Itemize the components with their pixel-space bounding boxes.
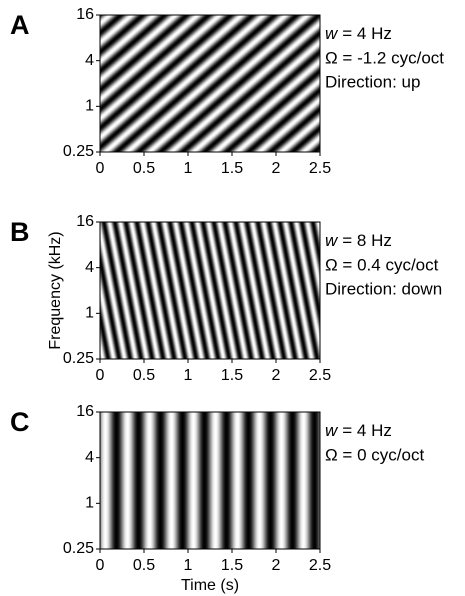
x-tick-label: 0.5 [133,557,155,574]
x-tick-label: 0 [96,557,105,574]
x-tick-label: 1.5 [221,160,243,177]
rate-annotation: w = 8 Hz [325,231,392,250]
rate-text: = 4 Hz [342,421,392,440]
y-tick-label: 0.25 [63,540,94,557]
density-annotation: Ω = 0 cyc/oct [325,445,424,464]
y-axis-label: Frequency (kHz) [47,231,64,349]
y-tick-label: 1 [85,305,94,322]
x-tick-label: 1.5 [221,367,243,384]
y-tick-label: 0.25 [63,143,94,160]
x-tick-label: 0 [96,160,105,177]
y-tick-label: 4 [85,259,94,276]
rate-symbol: w [325,421,339,440]
rate-text: = 8 Hz [342,231,392,250]
ripple-image [100,222,320,359]
x-tick-label: 1 [184,557,193,574]
density-annotation: Ω = 0.4 cyc/oct [325,255,439,274]
direction-annotation: Direction: down [325,279,442,298]
y-tick-label: 4 [85,449,94,466]
x-tick-label: 2.5 [309,367,331,384]
panel-label: B [10,217,30,247]
rate-symbol: w [325,231,339,250]
y-tick-label: 16 [76,213,94,230]
x-tick-label: 1 [184,367,193,384]
y-tick-label: 1 [85,495,94,512]
y-tick-label: 16 [76,6,94,23]
plot-frame [99,14,321,153]
y-tick-label: 0.25 [63,350,94,367]
ripple-image [100,412,320,549]
x-tick-label: 0.5 [133,160,155,177]
y-tick-label: 1 [85,98,94,115]
rate-symbol: w [325,24,339,43]
x-tick-label: 2.5 [309,557,331,574]
x-tick-label: 1 [184,160,193,177]
rate-annotation: w = 4 Hz [325,24,392,43]
panel-label: C [10,407,30,437]
x-tick-label: 1.5 [221,557,243,574]
direction-annotation: Direction: up [325,72,420,91]
panel-label: A [10,10,30,40]
y-tick-label: 16 [76,403,94,420]
x-axis-label: Time (s) [181,577,239,594]
y-tick-label: 4 [85,52,94,69]
plot-frame [99,411,321,550]
x-tick-label: 0 [96,367,105,384]
x-tick-label: 2 [272,557,281,574]
ripple-image [100,15,320,152]
x-tick-label: 2 [272,160,281,177]
x-tick-label: 2 [272,367,281,384]
rate-annotation: w = 4 Hz [325,421,392,440]
x-tick-label: 2.5 [309,160,331,177]
x-tick-label: 0.5 [133,367,155,384]
density-annotation: Ω = -1.2 cyc/oct [325,48,444,67]
plot-frame [99,221,321,360]
rate-text: = 4 Hz [342,24,392,43]
